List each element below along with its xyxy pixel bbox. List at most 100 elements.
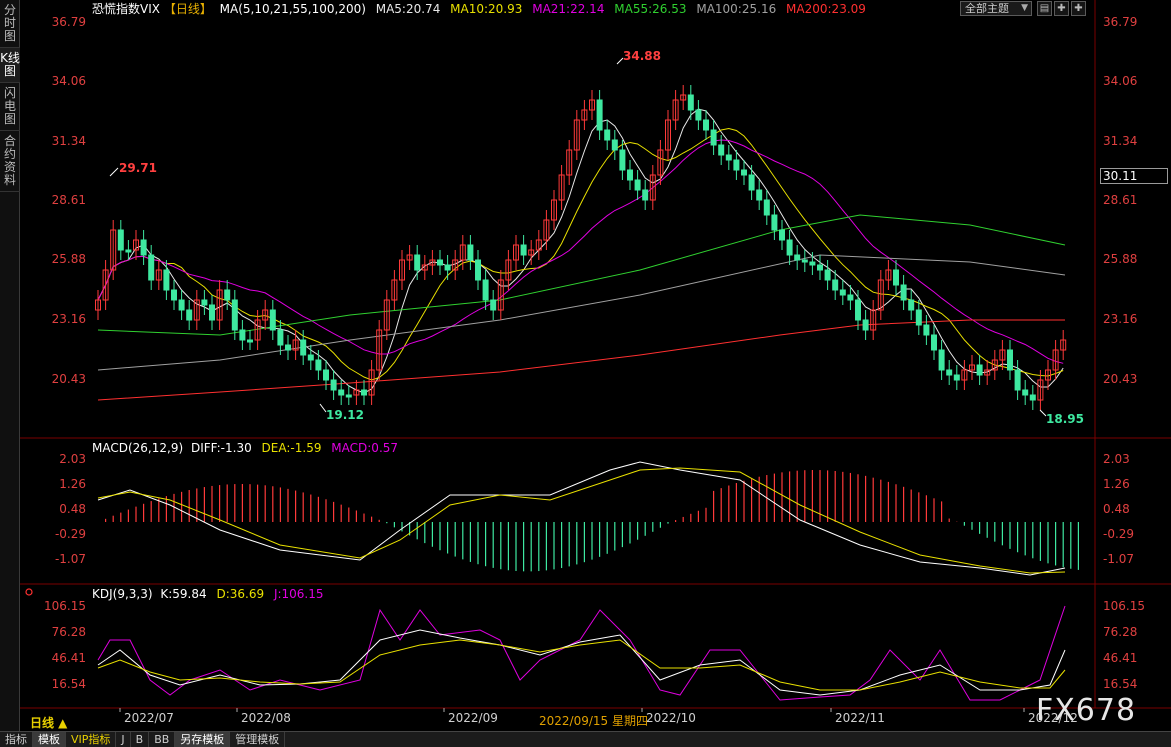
- tab-template[interactable]: 模板: [33, 732, 66, 747]
- candle-body: [725, 154, 732, 161]
- candle-body: [779, 229, 785, 241]
- candle-body: [1052, 349, 1059, 371]
- macd-tick-right: -0.29: [1103, 527, 1134, 541]
- candle-body: [923, 324, 930, 336]
- candle-body: [163, 269, 170, 291]
- candle-body: [718, 144, 725, 156]
- date-label: 2022/09: [448, 711, 498, 725]
- macd-histogram: [104, 470, 1080, 572]
- candle-body: [611, 139, 618, 151]
- candle-body: [1060, 339, 1067, 351]
- tab-flash[interactable]: 闪电图: [0, 83, 20, 131]
- add-icon[interactable]: ✚: [1071, 1, 1086, 16]
- macd-params: MACD(26,12,9): [92, 441, 183, 455]
- theme-select[interactable]: 全部主题 ▼: [960, 1, 1032, 16]
- tab-time-share[interactable]: 分时图: [0, 0, 20, 48]
- kdj-j: J:106.15: [273, 587, 324, 601]
- ma100-value: MA100:25.16: [696, 2, 776, 16]
- candle-body: [482, 279, 489, 301]
- price-tick-left: 23.16: [52, 312, 86, 326]
- tab-manage-template[interactable]: 管理模板: [230, 732, 286, 747]
- tab-vip-indicators[interactable]: VIP指标: [66, 732, 117, 747]
- period-tag: 【日线】: [164, 2, 212, 16]
- macd-tick-right: 0.48: [1103, 502, 1130, 516]
- chevron-down-icon: ▼: [1021, 3, 1028, 13]
- ma21-line: [97, 139, 1064, 364]
- candle-body: [953, 374, 960, 381]
- date-axis: 2022/07 2022/08 2022/09 2022/10 2022/11 2022/…: [119, 708, 1078, 725]
- candle-body: [627, 169, 633, 181]
- candle-body: [133, 239, 139, 251]
- macd-tick-left: 1.26: [59, 477, 86, 491]
- tab-kline[interactable]: K线图: [0, 48, 20, 83]
- candle-body: [376, 329, 383, 371]
- price-tick-right: 34.06: [1103, 74, 1137, 88]
- candle-body: [870, 309, 877, 331]
- macd-tick-left: -1.07: [55, 552, 86, 566]
- kdj-settings-icon[interactable]: [25, 588, 33, 596]
- kdj-d: D:36.69: [216, 587, 264, 601]
- symbol-name: 恐慌指数VIX: [92, 1, 160, 16]
- tab-save-template[interactable]: 另存模板: [175, 732, 231, 747]
- candle-body: [1007, 349, 1013, 371]
- period-switch[interactable]: 日线 ▲: [30, 716, 68, 730]
- candle-body: [756, 189, 763, 201]
- candle-body: [452, 259, 459, 271]
- candle-body: [938, 349, 945, 371]
- candle-body: [680, 94, 687, 101]
- candle-body: [596, 99, 603, 131]
- kdj-k-line: [97, 629, 1066, 696]
- candle-body: [186, 309, 193, 321]
- crosshair-icon[interactable]: ✚: [1054, 1, 1069, 16]
- candle-body: [589, 99, 595, 111]
- tab-bb[interactable]: BB: [149, 732, 176, 747]
- macd-dea-line: [97, 467, 1066, 574]
- list-icon[interactable]: ▤: [1037, 1, 1052, 16]
- candle-body: [733, 159, 740, 171]
- kdj-tick-right: 76.28: [1103, 625, 1137, 639]
- bottom-tab-bar: 指标 模板 VIP指标 J B BB 另存模板 管理模板: [0, 731, 1171, 747]
- date-label: 2022/11: [835, 711, 885, 725]
- kdj-tick-right: 16.54: [1103, 677, 1137, 691]
- high-label-left: 29.71: [119, 161, 157, 175]
- candle-body: [178, 299, 185, 311]
- candle-body: [885, 269, 892, 281]
- candle-body: [513, 244, 519, 261]
- candle-body: [277, 329, 284, 346]
- macd-diff: DIFF:-1.30: [191, 441, 252, 455]
- chart-mode-tabs: 分时图 K线图 闪电图 合约资料: [0, 0, 20, 731]
- candle-body: [710, 129, 717, 146]
- kdj-d-line: [97, 639, 1066, 691]
- candle-body: [429, 259, 436, 266]
- price-tick-left: 20.43: [52, 372, 86, 386]
- low-label-right: 18.95: [1046, 412, 1084, 426]
- tab-indicators[interactable]: 指标: [0, 732, 33, 747]
- candle-body: [946, 369, 953, 376]
- candle-body: [855, 299, 861, 321]
- candle-body: [984, 369, 991, 376]
- candle-body: [353, 389, 360, 396]
- date-label: 2022/12: [1028, 711, 1078, 725]
- candle-body: [763, 199, 770, 216]
- candle-body: [817, 264, 823, 271]
- tab-j[interactable]: J: [116, 732, 131, 747]
- tab-contract-info[interactable]: 合约资料: [0, 131, 20, 192]
- ma5-line: [97, 108, 1064, 394]
- tab-b[interactable]: B: [131, 732, 150, 747]
- candle-body: [292, 339, 299, 351]
- date-label: 2022/10: [646, 711, 696, 725]
- candle-body: [406, 254, 413, 261]
- theme-select-value: 全部主题: [965, 2, 1009, 15]
- candle-body: [444, 264, 451, 271]
- candle-body: [976, 364, 983, 376]
- price-tick-right: 31.34: [1103, 134, 1137, 148]
- crosshair-date: 2022/09/15 星期四: [539, 714, 648, 728]
- candle-body: [824, 269, 831, 281]
- candle-body: [748, 174, 755, 191]
- kline-chart[interactable]: 恐慌指数VIX 【日线】 MA(5,10,21,55,100,200) MA5:…: [20, 0, 1171, 731]
- candle-body: [771, 214, 778, 231]
- candle-body: [148, 254, 155, 281]
- kdj-legend: KDJ(9,3,3) K:59.84 D:36.69 J:106.15: [92, 587, 324, 601]
- kdj-j-line: [97, 605, 1066, 701]
- price-tick-left: 28.61: [52, 193, 86, 207]
